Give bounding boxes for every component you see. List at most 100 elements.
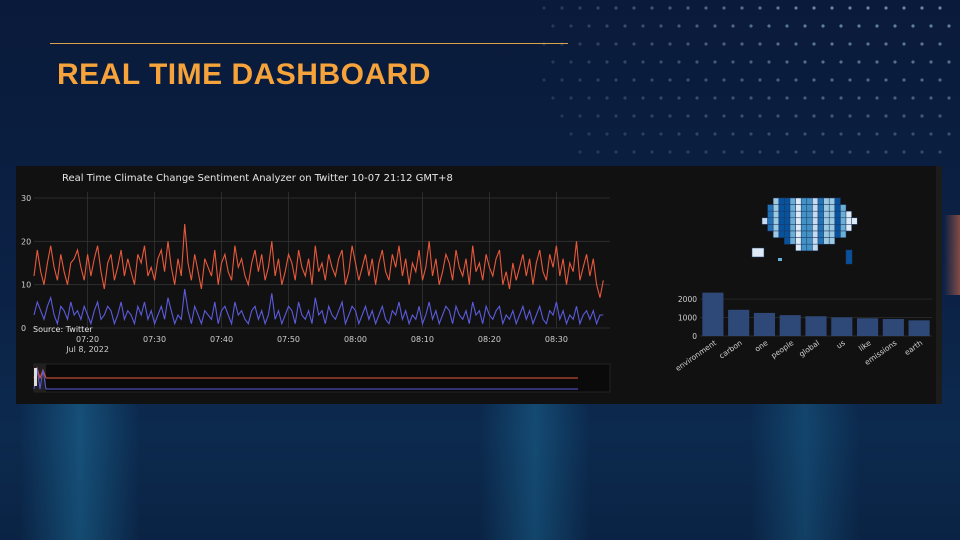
map-state[interactable] xyxy=(840,204,847,212)
bar-emissions[interactable] xyxy=(882,319,904,336)
map-state[interactable] xyxy=(845,210,852,219)
bar-us[interactable] xyxy=(831,317,853,336)
map-state[interactable] xyxy=(789,224,796,232)
usa-choropleth-map[interactable] xyxy=(750,192,875,272)
map-state[interactable] xyxy=(817,210,824,219)
map-state[interactable] xyxy=(795,243,802,252)
map-state[interactable] xyxy=(789,210,796,219)
map-state[interactable] xyxy=(789,230,796,238)
bar-global[interactable] xyxy=(805,316,827,336)
map-state[interactable] xyxy=(784,217,791,225)
map-state[interactable] xyxy=(767,217,774,225)
map-state[interactable] xyxy=(806,217,813,225)
map-state[interactable] xyxy=(823,217,830,225)
map-state[interactable] xyxy=(784,237,791,245)
map-state[interactable] xyxy=(817,224,824,232)
map-state[interactable] xyxy=(828,217,836,225)
bar-people[interactable] xyxy=(779,315,801,336)
map-state[interactable] xyxy=(817,197,824,205)
range-slider-handle[interactable] xyxy=(34,368,37,386)
map-state[interactable] xyxy=(823,197,830,205)
map-state[interactable] xyxy=(812,204,819,212)
map-state[interactable] xyxy=(778,204,785,212)
map-state[interactable] xyxy=(767,224,774,232)
map-state[interactable] xyxy=(828,230,836,238)
map-state[interactable] xyxy=(806,230,813,238)
map-state[interactable] xyxy=(840,217,847,225)
map-state[interactable] xyxy=(812,210,819,219)
map-state[interactable] xyxy=(784,224,791,232)
map-state[interactable] xyxy=(784,210,791,219)
map-state[interactable] xyxy=(817,204,824,212)
bar-one[interactable] xyxy=(753,312,776,336)
map-state[interactable] xyxy=(817,237,824,245)
map-state[interactable] xyxy=(772,217,780,225)
map-state[interactable] xyxy=(845,217,852,225)
map-state[interactable] xyxy=(789,204,796,212)
map-state[interactable] xyxy=(806,224,813,232)
map-state[interactable] xyxy=(795,224,802,232)
map-state[interactable] xyxy=(823,210,830,219)
map-state[interactable] xyxy=(806,197,813,205)
map-state[interactable] xyxy=(812,224,819,232)
map-state[interactable] xyxy=(800,237,808,245)
map-state[interactable] xyxy=(778,210,785,219)
map-state[interactable] xyxy=(840,224,847,232)
map-state[interactable] xyxy=(784,197,791,205)
map-state[interactable] xyxy=(812,230,819,238)
map-state[interactable] xyxy=(800,204,808,212)
map-state[interactable] xyxy=(761,217,768,225)
map-state[interactable] xyxy=(795,197,802,205)
map-state[interactable] xyxy=(812,237,819,245)
map-state[interactable] xyxy=(834,204,841,212)
map-state-alaska[interactable] xyxy=(751,247,765,258)
map-state[interactable] xyxy=(845,224,852,232)
map-state[interactable] xyxy=(800,217,808,225)
panel-scrollbar[interactable] xyxy=(936,166,942,404)
map-state[interactable] xyxy=(778,230,785,238)
map-state[interactable] xyxy=(795,210,802,219)
map-state[interactable] xyxy=(812,197,819,205)
map-state[interactable] xyxy=(834,224,841,232)
map-state[interactable] xyxy=(789,237,796,245)
bar-carbon[interactable] xyxy=(728,309,750,336)
map-state[interactable] xyxy=(772,224,780,232)
map-state[interactable] xyxy=(772,210,780,219)
map-state-florida[interactable] xyxy=(845,249,853,265)
map-state[interactable] xyxy=(823,230,830,238)
map-state[interactable] xyxy=(784,230,791,238)
map-state-hawaii[interactable] xyxy=(778,258,782,261)
map-state[interactable] xyxy=(772,230,780,238)
map-state[interactable] xyxy=(772,204,780,212)
map-state[interactable] xyxy=(817,217,824,225)
map-state[interactable] xyxy=(806,237,813,245)
map-state[interactable] xyxy=(795,204,802,212)
map-state[interactable] xyxy=(800,197,808,205)
map-state[interactable] xyxy=(828,204,836,212)
map-state[interactable] xyxy=(795,217,802,225)
map-state[interactable] xyxy=(800,230,808,238)
map-state[interactable] xyxy=(800,243,808,252)
map-state[interactable] xyxy=(767,204,774,212)
map-state[interactable] xyxy=(784,204,791,212)
sentiment-line-chart[interactable]: Real Time Climate Change Sentiment Analy… xyxy=(16,166,636,404)
map-state[interactable] xyxy=(789,217,796,225)
range-slider[interactable] xyxy=(33,363,611,393)
map-state[interactable] xyxy=(778,197,785,205)
bar-earth[interactable] xyxy=(908,320,930,336)
map-state[interactable] xyxy=(817,230,824,238)
map-state[interactable] xyxy=(823,204,830,212)
map-state[interactable] xyxy=(828,197,836,205)
map-state[interactable] xyxy=(834,217,841,225)
map-state[interactable] xyxy=(834,210,841,219)
map-state[interactable] xyxy=(840,210,847,219)
map-state[interactable] xyxy=(806,204,813,212)
map-state[interactable] xyxy=(772,197,780,205)
map-state[interactable] xyxy=(778,217,785,225)
bar-like[interactable] xyxy=(856,318,879,336)
map-state[interactable] xyxy=(806,210,813,219)
map-state[interactable] xyxy=(828,224,836,232)
map-state[interactable] xyxy=(828,237,836,245)
map-state[interactable] xyxy=(851,217,858,225)
map-state[interactable] xyxy=(789,197,796,205)
